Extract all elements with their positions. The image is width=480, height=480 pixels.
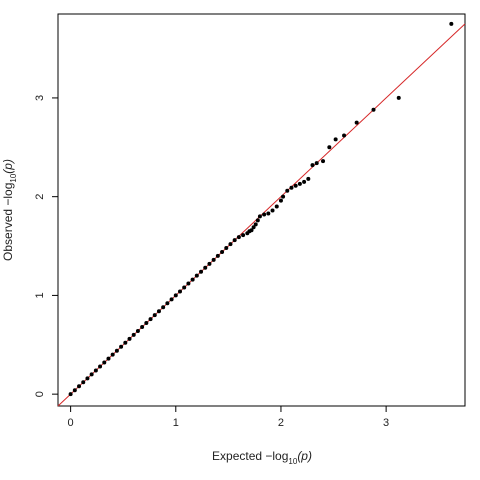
data-point xyxy=(289,185,294,190)
data-point xyxy=(161,305,166,310)
data-point xyxy=(77,384,82,389)
x-axis-title-suffix: (p) xyxy=(297,449,312,463)
data-point xyxy=(199,269,204,274)
data-point xyxy=(182,285,187,290)
x-tick-label: 1 xyxy=(173,417,179,429)
data-point xyxy=(220,249,225,254)
data-point xyxy=(314,161,319,166)
data-point xyxy=(106,356,111,361)
data-point xyxy=(224,246,229,251)
data-point xyxy=(274,204,279,209)
data-point xyxy=(270,208,275,213)
data-point xyxy=(253,222,258,227)
data-point xyxy=(266,211,271,216)
data-point xyxy=(81,380,86,385)
y-tick-label: 0 xyxy=(34,391,46,397)
data-point xyxy=(327,145,332,150)
data-point xyxy=(165,301,170,306)
data-point xyxy=(333,137,338,142)
data-point xyxy=(110,352,115,357)
x-tick-label: 3 xyxy=(383,417,389,429)
x-axis-title-prefix: Expected −log xyxy=(212,449,288,463)
data-point xyxy=(144,321,149,326)
data-point xyxy=(123,340,128,345)
data-point xyxy=(140,325,145,330)
y-axis-title-subscript: 10 xyxy=(9,173,18,182)
data-point xyxy=(211,257,216,262)
data-point xyxy=(354,120,359,125)
data-point xyxy=(215,253,220,258)
data-point xyxy=(278,198,283,203)
data-point xyxy=(255,218,260,223)
data-point xyxy=(102,360,107,365)
x-tick-label: 2 xyxy=(278,417,284,429)
data-point xyxy=(302,179,307,184)
data-point xyxy=(93,368,98,373)
x-axis-title-subscript: 10 xyxy=(288,457,297,466)
data-point xyxy=(396,95,401,100)
data-point xyxy=(228,242,233,247)
y-axis-title-prefix: Observed −log xyxy=(1,183,15,261)
data-point xyxy=(127,336,132,341)
data-point xyxy=(251,225,256,230)
data-point xyxy=(156,309,161,314)
axis-ticks: 0 1 2 3 0 1 2 3 xyxy=(34,95,389,429)
data-point xyxy=(148,317,153,322)
data-point xyxy=(169,297,174,302)
y-tick-label: 1 xyxy=(34,292,46,298)
data-point xyxy=(98,364,103,369)
data-point xyxy=(72,388,77,393)
data-point xyxy=(257,214,262,219)
data-point xyxy=(152,313,157,318)
data-point xyxy=(262,212,267,217)
data-point xyxy=(306,176,311,181)
data-point xyxy=(89,372,94,377)
reference-line-group xyxy=(57,23,466,407)
data-point xyxy=(297,181,302,186)
y-axis-title: Observed −log10(p) xyxy=(1,159,18,261)
y-tick-label: 3 xyxy=(34,95,46,101)
data-point xyxy=(194,273,199,278)
data-point xyxy=(173,293,178,298)
data-point xyxy=(236,235,241,240)
data-point xyxy=(249,228,254,233)
plot-area-border xyxy=(57,13,466,407)
data-points xyxy=(68,21,454,397)
data-point xyxy=(85,376,90,381)
data-point xyxy=(321,159,326,164)
reference-line xyxy=(57,23,466,407)
data-point xyxy=(241,233,246,238)
data-point xyxy=(203,265,208,270)
y-tick-label: 2 xyxy=(34,194,46,200)
data-point xyxy=(342,133,347,138)
x-tick-label: 0 xyxy=(68,417,74,429)
data-point xyxy=(135,328,140,333)
data-point xyxy=(371,107,376,112)
data-point xyxy=(310,163,315,168)
data-point xyxy=(285,188,290,193)
data-point xyxy=(232,238,237,243)
data-point xyxy=(186,281,191,286)
data-point xyxy=(177,289,182,294)
data-point xyxy=(281,194,286,199)
data-point xyxy=(119,344,124,349)
y-axis-title-suffix: (p) xyxy=(1,159,15,174)
data-point xyxy=(131,332,136,337)
data-point xyxy=(207,261,212,266)
x-axis-title: Expected −log10(p) xyxy=(212,449,312,466)
data-point xyxy=(190,277,195,282)
data-point xyxy=(449,21,454,26)
data-point xyxy=(293,183,298,188)
data-point xyxy=(68,392,73,397)
data-point xyxy=(114,348,119,353)
